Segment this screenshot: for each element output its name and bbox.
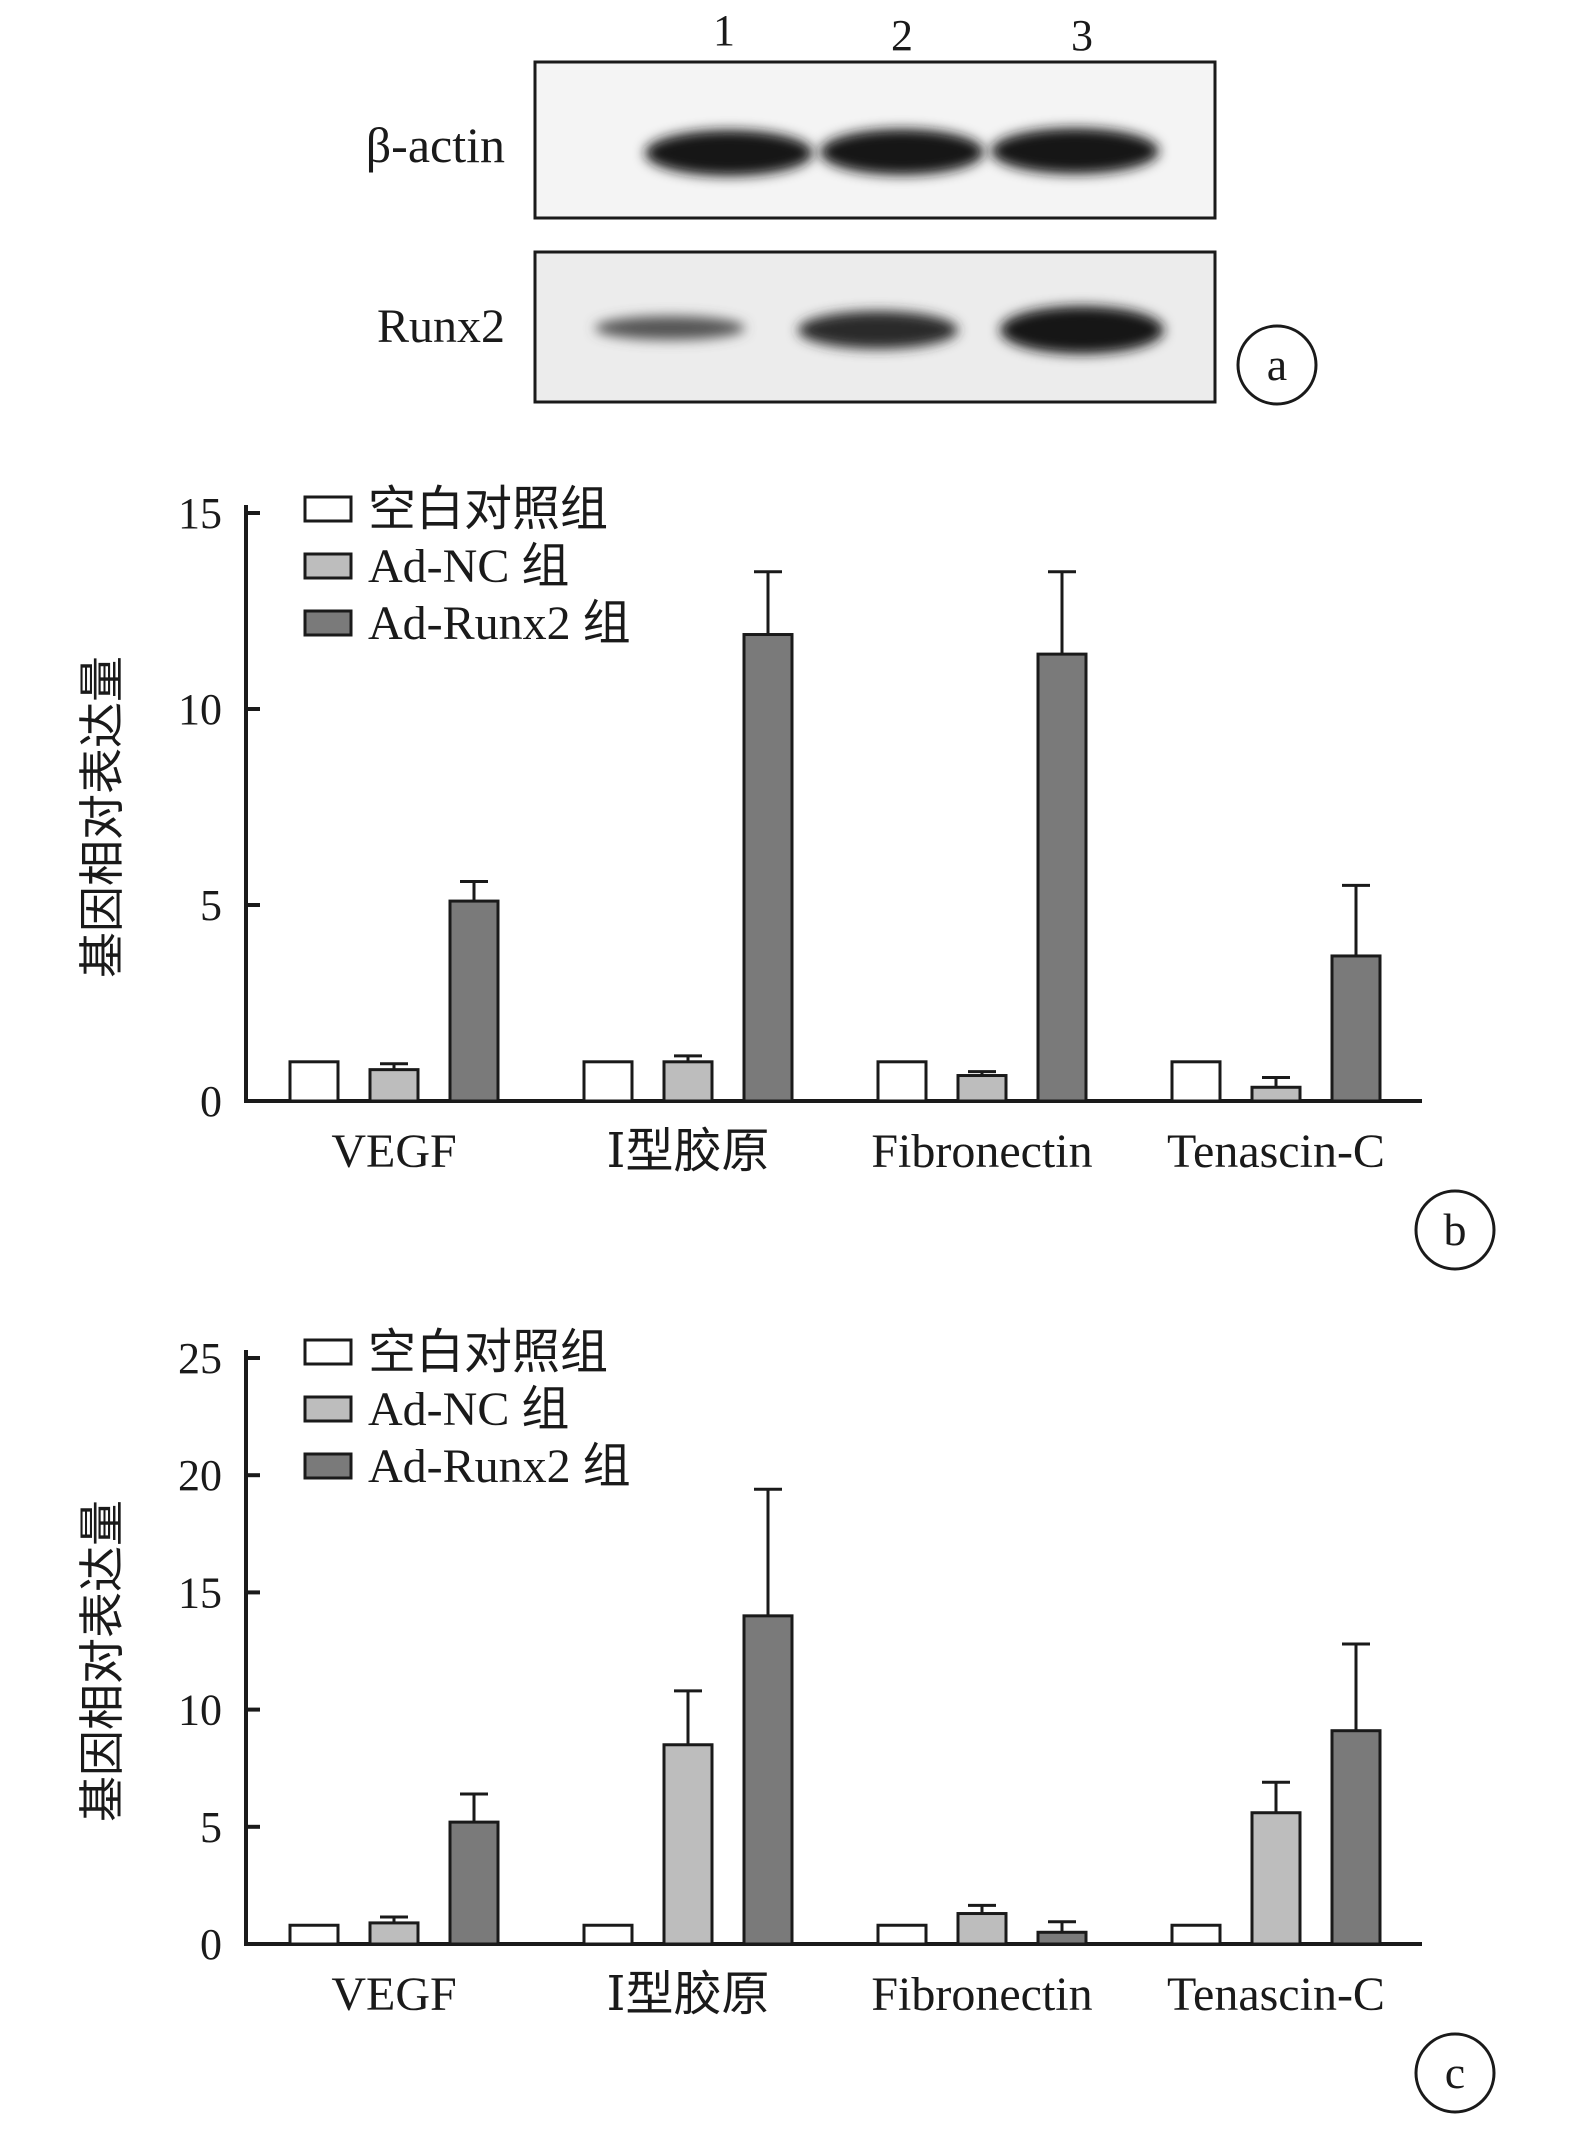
bar-ad-nc-3 [1250,1811,1302,1946]
x-tick-label-0: VEGF [331,1968,456,2021]
western-blot-panel: 1 2 3 β-actin Runx2 a [366,6,1318,406]
bar-blank-control-1 [582,1060,634,1103]
bar-ad-runx2-0 [448,899,500,1103]
legend-label-ad-nc: Ad-NC 组 [368,1383,569,1436]
y-tick-label: 0 [200,1920,222,1969]
bar-ad-nc-1 [662,1060,714,1103]
bar-ad-runx2-2 [1036,652,1088,1103]
y-tick-label: 10 [178,1686,222,1735]
runx2-band-1 [595,316,745,340]
legend-swatch-ad-nc [303,1395,353,1423]
y-tick-label: 5 [200,881,222,930]
blot-row-label-beta-actin: β-actin [366,117,505,173]
legend-swatch-blank-control [303,495,353,523]
legend-label-ad-runx2: Ad-Runx2 组 [368,597,631,650]
bar-ad-nc-1 [662,1743,714,1946]
bar-ad-nc-3 [1250,1085,1302,1103]
x-tick-label-2: Fibronectin [871,1968,1092,2021]
legend-label-blank-control: 空白对照组 [368,1326,608,1379]
legend-swatch-ad-nc [303,552,353,580]
x-tick-label-1: Ⅰ型胶原 [607,1125,770,1178]
bar-ad-runx2-3 [1330,1729,1382,1946]
legend-label-ad-runx2: Ad-Runx2 组 [368,1440,631,1493]
x-tick-label-0: VEGF [331,1125,456,1178]
legend-swatch-blank-control [303,1338,353,1366]
y-tick-label: 0 [200,1077,222,1126]
legend-label-ad-nc: Ad-NC 组 [368,540,569,593]
legend-swatch-ad-runx2 [303,1452,353,1480]
bar-blank-control-3 [1170,1060,1222,1103]
beta-actin-band-1 [645,130,813,176]
bar-blank-control-1 [582,1923,634,1946]
blot-row-label-runx2: Runx2 [377,300,505,353]
panel-label-circle [1414,2032,1496,2114]
y-tick-label: 10 [178,685,222,734]
runx2-band-3 [1000,306,1164,354]
bar-chart-b: 0 5 10 15 基因相对表达量 VEGF Ⅰ型胶原 Fibronectin Tenascin… [77,483,1496,1271]
bar-ad-nc-2 [956,1074,1008,1103]
beta-actin-band-3 [991,128,1159,174]
bar-ad-runx2-1 [742,633,794,1103]
runx2-band-2 [798,311,958,349]
bar-blank-control-2 [876,1060,928,1103]
bar-ad-nc-0 [368,1068,420,1103]
bar-ad-runx2-0 [448,1820,500,1946]
bar-chart-c: 0 5 10 15 20 25 基因相对表达量 VEGF Ⅰ型胶原 Fibronectin Tena… [77,1326,1496,2114]
y-tick-label: 25 [178,1334,222,1383]
y-tick-label: 5 [200,1803,222,1852]
bar-blank-control-2 [876,1923,928,1946]
bar-ad-runx2-2 [1036,1930,1088,1946]
y-tick-label: 15 [178,1568,222,1617]
legend-label-blank-control: 空白对照组 [368,483,608,536]
panel-label: c [1445,2047,1465,2098]
panel-label-a-circle [1236,324,1318,406]
y-tick-label: 15 [178,489,222,538]
y-axis-title: 基因相对表达量 [77,1500,128,1822]
bar-blank-control-3 [1170,1923,1222,1946]
bar-blank-control-0 [288,1923,340,1946]
x-tick-label-1: Ⅰ型胶原 [607,1968,770,2021]
beta-actin-band-2 [820,129,984,175]
x-tick-label-3: Tenascin-C [1167,1968,1385,2021]
bar-ad-nc-0 [368,1921,420,1946]
y-tick-label: 20 [178,1451,222,1500]
panel-label: b [1444,1204,1467,1255]
bar-ad-runx2-1 [742,1614,794,1946]
panel-label-circle [1414,1189,1496,1271]
bar-ad-runx2-3 [1330,954,1382,1103]
lane-label-1: 1 [713,6,735,55]
x-tick-label-3: Tenascin-C [1167,1125,1385,1178]
legend-swatch-ad-runx2 [303,609,353,637]
bar-ad-nc-2 [956,1912,1008,1946]
panel-label-a: a [1267,339,1287,390]
lane-label-3: 3 [1071,11,1093,60]
bar-blank-control-0 [288,1060,340,1103]
x-tick-label-2: Fibronectin [871,1125,1092,1178]
lane-label-2: 2 [891,11,913,60]
y-axis-title: 基因相对表达量 [77,656,128,978]
